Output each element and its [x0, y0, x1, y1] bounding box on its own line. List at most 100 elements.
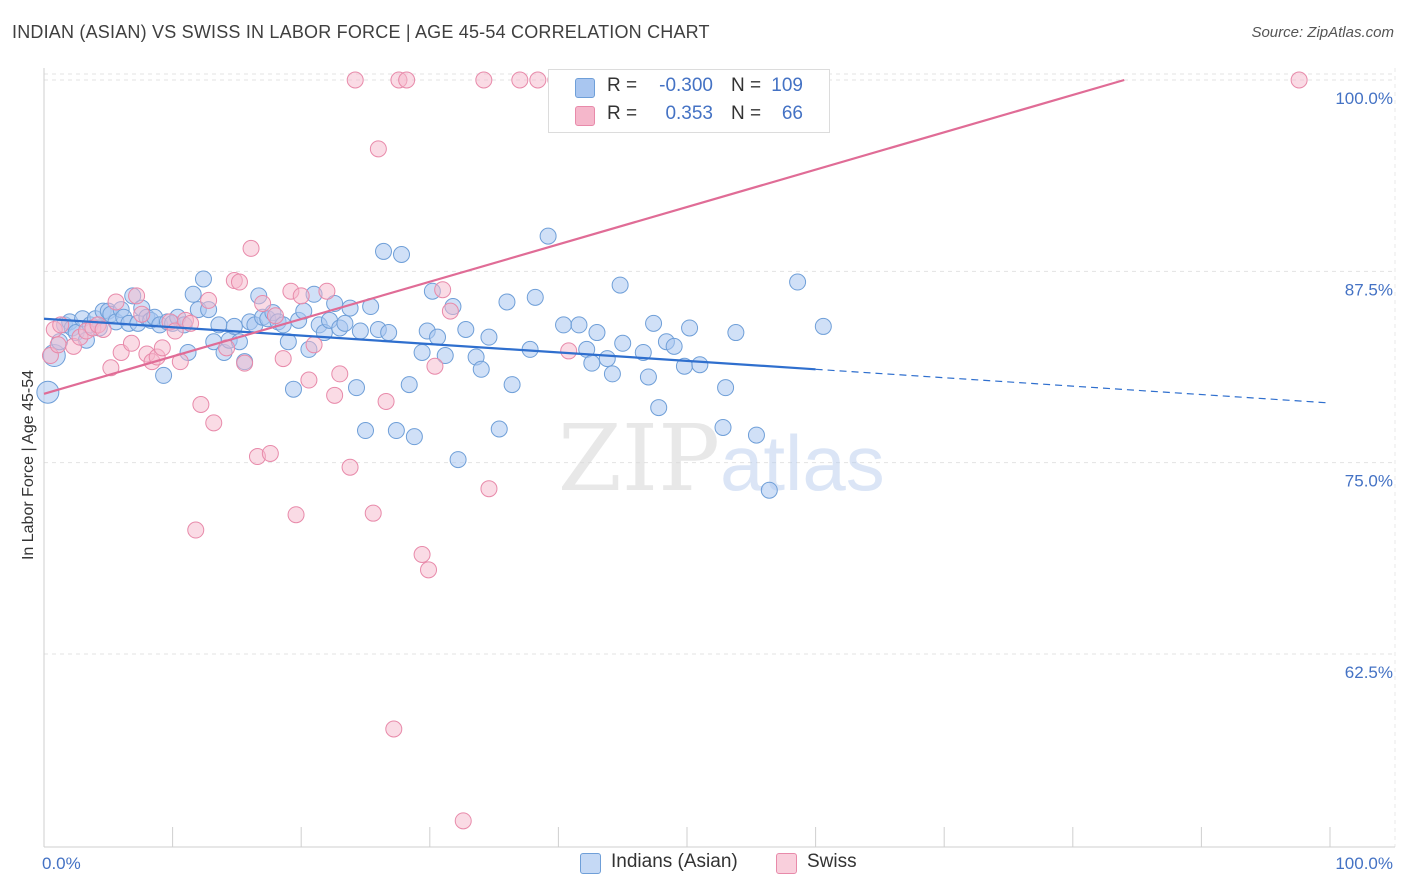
indian-point [665, 337, 683, 355]
swiss-point [420, 561, 438, 579]
swiss-point [341, 458, 359, 476]
watermark: ZIP atlas [558, 405, 885, 512]
indian-point [498, 293, 516, 311]
swiss-point [385, 720, 403, 738]
swiss-point [122, 334, 140, 352]
legend-swatch-pink [776, 853, 797, 874]
indian-point [691, 356, 709, 374]
indian-point [490, 420, 508, 438]
swiss-point [205, 414, 223, 432]
legend-n-label: N = [731, 75, 762, 96]
swiss-point [441, 302, 459, 320]
y-tick-label: 62.5% [1345, 663, 1393, 682]
swiss-point [454, 812, 472, 830]
swiss-point [242, 239, 260, 257]
swiss-point [287, 506, 305, 524]
indian-point [717, 379, 735, 397]
indian-point [375, 242, 393, 260]
legend-row-indians: R = -0.300 N = 109 [549, 72, 829, 102]
legend-label-indians: Indians (Asian) [611, 851, 738, 872]
indian-point [747, 426, 765, 444]
x-tick-label: 100.0% [1335, 854, 1393, 873]
swiss-point [377, 392, 395, 410]
indian-point [457, 320, 475, 338]
swiss-point [475, 71, 493, 89]
indian-point [789, 273, 807, 291]
indian-point [357, 422, 374, 440]
swiss-point [426, 357, 444, 375]
indian-point [727, 324, 745, 342]
watermark-atlas: atlas [720, 419, 885, 507]
indian-point [413, 343, 431, 361]
swiss-point [107, 293, 125, 311]
indian-point [184, 285, 202, 303]
swiss-point [326, 386, 344, 404]
indian-point [449, 451, 467, 469]
indian-point [555, 316, 573, 334]
swiss-point [434, 281, 452, 299]
swiss-point [292, 287, 310, 305]
indian-point [814, 317, 832, 335]
indian-point [611, 276, 629, 294]
legend-swatch-blue [575, 78, 595, 98]
swiss-point [102, 359, 120, 377]
swiss-point [318, 282, 336, 300]
legend-n-value: 66 [781, 103, 803, 124]
legend-row-swiss: R = 0.353 N = 66 [549, 100, 829, 130]
swiss-point [305, 336, 323, 354]
indian-point [155, 366, 173, 384]
swiss-point [511, 71, 529, 89]
swiss-trend-line [43, 78, 1125, 395]
indian-point [405, 428, 423, 446]
indian-point [526, 288, 544, 306]
legend-r-value: -0.300 [659, 75, 713, 96]
swiss-point [398, 71, 416, 89]
chart-title: INDIAN (ASIAN) VS SWISS IN LABOR FORCE |… [12, 22, 710, 42]
indian-point [284, 380, 302, 398]
swiss-point [254, 294, 272, 312]
swiss-point [413, 546, 431, 564]
swiss-point [192, 396, 210, 414]
indian-point [336, 314, 354, 332]
indian-point [583, 354, 601, 372]
swiss-point [133, 305, 151, 323]
indian-point [598, 350, 616, 368]
indian-point [436, 347, 454, 365]
legend-n-value: 109 [771, 75, 803, 96]
indian-point [639, 368, 657, 386]
swiss-point [529, 71, 547, 89]
indian-point [634, 343, 652, 361]
indian-point [603, 365, 621, 383]
swiss-point [560, 342, 578, 360]
indian-point [400, 376, 418, 394]
swiss-point [236, 354, 254, 372]
stats-legend: R = -0.300 N = 109 R = 0.353 N = 66 [548, 69, 830, 133]
indian-point [645, 314, 663, 332]
swiss-point [369, 140, 387, 158]
series-legend: Indians (Asian) Swiss [0, 850, 1406, 880]
swiss-point [153, 339, 171, 357]
trend-lines [43, 78, 1331, 404]
source-label: Source: ZipAtlas.com [1251, 24, 1394, 41]
data-points [36, 71, 1308, 830]
indian-point [614, 334, 632, 352]
tick-labels: 62.5% 75.0% 87.5% 100.0% 0.0% 100.0% [42, 89, 1393, 873]
indian-point [760, 481, 778, 499]
legend-label-swiss: Swiss [807, 851, 857, 872]
indian-trend-extension [815, 368, 1331, 404]
swiss-point [331, 365, 349, 383]
indian-point [539, 227, 557, 245]
indian-point [650, 399, 668, 417]
indian-point [714, 418, 732, 436]
indian-point [380, 324, 398, 342]
swiss-point [274, 350, 292, 368]
x-tick-label: 0.0% [42, 854, 81, 873]
watermark-zip: ZIP [558, 405, 720, 512]
swiss-point [1290, 71, 1308, 89]
axes [43, 68, 1395, 848]
indian-point [480, 328, 498, 346]
indian-point [503, 376, 521, 394]
legend-r-value: 0.353 [665, 103, 713, 124]
indian-point [570, 316, 588, 334]
legend-n-label: N = [731, 103, 762, 124]
